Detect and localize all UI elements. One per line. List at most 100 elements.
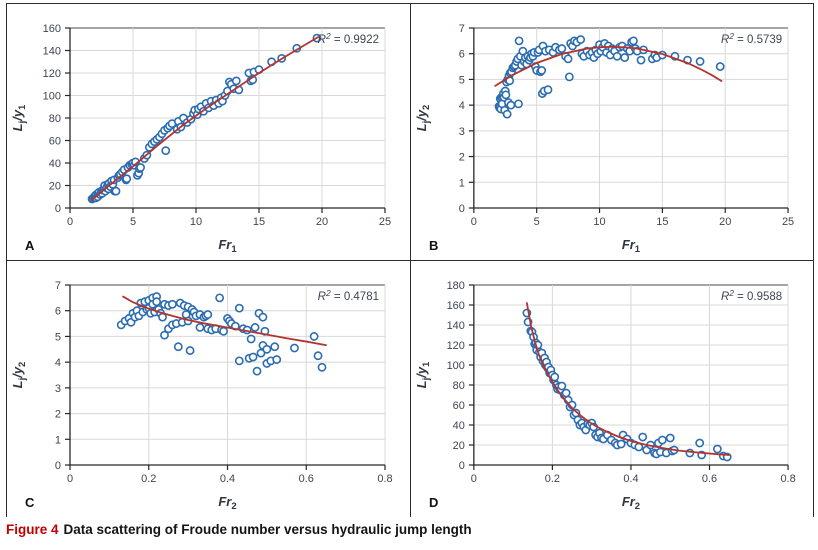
x-tick-label: 0.2 xyxy=(545,473,560,485)
data-point xyxy=(234,303,244,313)
y-tick-label: 140 xyxy=(43,46,61,58)
panel-c: 0 1 2 3 4 5 6 7 0 0.2 0.4 0.6 0.8 R2 = 0.4781 Fr2 Lj/y2… xyxy=(7,260,410,517)
trend-line xyxy=(122,295,327,347)
data-point xyxy=(695,57,705,66)
figure-caption-label: Figure 4 xyxy=(6,522,59,537)
x-tick-label: 0 xyxy=(67,216,73,228)
x-tick-label: 0.2 xyxy=(141,473,156,485)
r-squared-label: R2 = 0.5739 xyxy=(721,31,782,46)
panel-c-chart: 0 1 2 3 4 5 6 7 0 0.2 0.4 0.6 0.8 R2 = 0.4781 Fr2 Lj/y2 xyxy=(10,280,393,512)
panel-letter-a: A xyxy=(25,238,35,253)
data-point xyxy=(317,362,327,372)
y-tick-label: 0 xyxy=(55,460,61,472)
x-tick-label: 0.4 xyxy=(220,473,235,485)
panel-a: 0 20 40 60 80 100 120 140 160 0 5 10 15 20 25 R2 = 0.99… xyxy=(7,4,410,260)
data-point xyxy=(695,438,705,448)
y-tick-label: 4 xyxy=(55,357,61,369)
data-point xyxy=(231,76,241,86)
panel-d-chart: 0 20 40 60 80 100 120 140 160 180 0 0.2 0.4 0.6 0.8 R2 … xyxy=(414,280,796,512)
y-tick-label: 180 xyxy=(447,280,465,292)
y-tick-label: 6 xyxy=(55,306,61,318)
y-tick-label: 6 xyxy=(459,49,465,61)
panel-letter-d: D xyxy=(429,495,439,510)
data-point xyxy=(506,100,516,110)
data-point xyxy=(256,348,266,358)
y-tick-label: 120 xyxy=(447,340,465,352)
data-point xyxy=(160,330,169,340)
data-point xyxy=(161,146,171,156)
data-point xyxy=(636,55,646,65)
y-tick-label: 100 xyxy=(447,360,465,372)
y-tick-label: 100 xyxy=(43,91,61,103)
x-tick-label: 0.6 xyxy=(702,473,717,485)
trend-line xyxy=(494,45,723,87)
x-tick-label: 0.4 xyxy=(623,473,638,485)
panel-letter-b: B xyxy=(429,238,439,253)
y-axis-label: Lj/y1 xyxy=(414,362,432,389)
y-tick-label: 1 xyxy=(459,177,465,189)
y-tick-label: 60 xyxy=(453,400,465,412)
data-point xyxy=(616,439,626,449)
y-axis-label: Lj/y2 xyxy=(414,105,432,132)
data-point xyxy=(252,366,262,376)
x-tick-label: 0.6 xyxy=(299,473,314,485)
y-tick-label: 2 xyxy=(55,409,61,421)
panel-b-chart: 0 1 2 3 4 5 6 7 0 5 10 15 20 25 R2 = 0.5739 Fr1 Lj/y2 xyxy=(414,23,794,255)
y-tick-label: 0 xyxy=(459,203,465,215)
x-tick-label: 0.8 xyxy=(377,473,392,485)
x-axis-label: Fr1 xyxy=(622,237,640,255)
y-tick-label: 40 xyxy=(453,420,465,432)
trend-line xyxy=(90,36,320,202)
y-tick-label: 20 xyxy=(49,181,61,193)
data-point xyxy=(564,72,574,82)
y-tick-label: 1 xyxy=(55,434,61,446)
panel-d: 0 20 40 60 80 100 120 140 160 180 0 0.2 0.4 0.6 0.8 R2 … xyxy=(410,260,813,517)
x-tick-label: 0 xyxy=(67,473,73,485)
x-tick-label: 20 xyxy=(316,216,328,228)
y-tick-label: 60 xyxy=(49,136,61,148)
data-point xyxy=(550,372,560,382)
data-point xyxy=(246,334,256,344)
x-tick-label: 0 xyxy=(471,473,477,485)
y-axis-label: Lj/y2 xyxy=(10,362,28,389)
y-tick-label: 40 xyxy=(49,158,61,170)
figure-caption-text: Data scattering of Froude number versus … xyxy=(63,522,472,537)
data-point xyxy=(219,326,228,336)
data-point xyxy=(234,356,244,366)
x-axis-label: Fr2 xyxy=(218,494,236,512)
data-point xyxy=(272,355,282,364)
r-squared-label: R2 = 0.4781 xyxy=(318,288,379,303)
y-tick-label: 0 xyxy=(55,203,61,215)
data-point xyxy=(111,186,121,196)
x-axis-label: Fr2 xyxy=(622,494,640,512)
y-tick-label: 160 xyxy=(43,23,61,35)
y-tick-label: 7 xyxy=(459,23,465,35)
data-point xyxy=(250,323,260,332)
trend-line xyxy=(525,302,731,456)
y-axis-label: Lj/y1 xyxy=(10,104,28,131)
y-tick-label: 3 xyxy=(55,383,61,395)
x-tick-label: 0 xyxy=(471,216,477,228)
x-tick-label: 10 xyxy=(593,216,605,228)
data-point xyxy=(122,174,132,184)
data-point xyxy=(561,388,571,398)
data-point xyxy=(136,163,145,172)
y-tick-label: 5 xyxy=(459,74,465,86)
data-point xyxy=(665,433,675,443)
data-point xyxy=(514,36,524,46)
y-tick-label: 140 xyxy=(447,320,465,332)
data-point xyxy=(514,99,523,109)
data-point xyxy=(309,332,319,341)
x-tick-label: 20 xyxy=(719,216,731,228)
data-point xyxy=(629,36,638,46)
data-point xyxy=(543,85,553,95)
y-tick-label: 0 xyxy=(459,460,465,472)
x-tick-label: 5 xyxy=(534,216,540,228)
data-point xyxy=(248,352,258,362)
x-tick-label: 10 xyxy=(190,216,202,228)
panel-a-chart: 0 20 40 60 80 100 120 140 160 0 5 10 15 20 25 R2 = 0.99… xyxy=(10,23,391,255)
data-point xyxy=(313,351,323,361)
data-point xyxy=(152,297,162,307)
y-tick-label: 20 xyxy=(453,440,465,452)
